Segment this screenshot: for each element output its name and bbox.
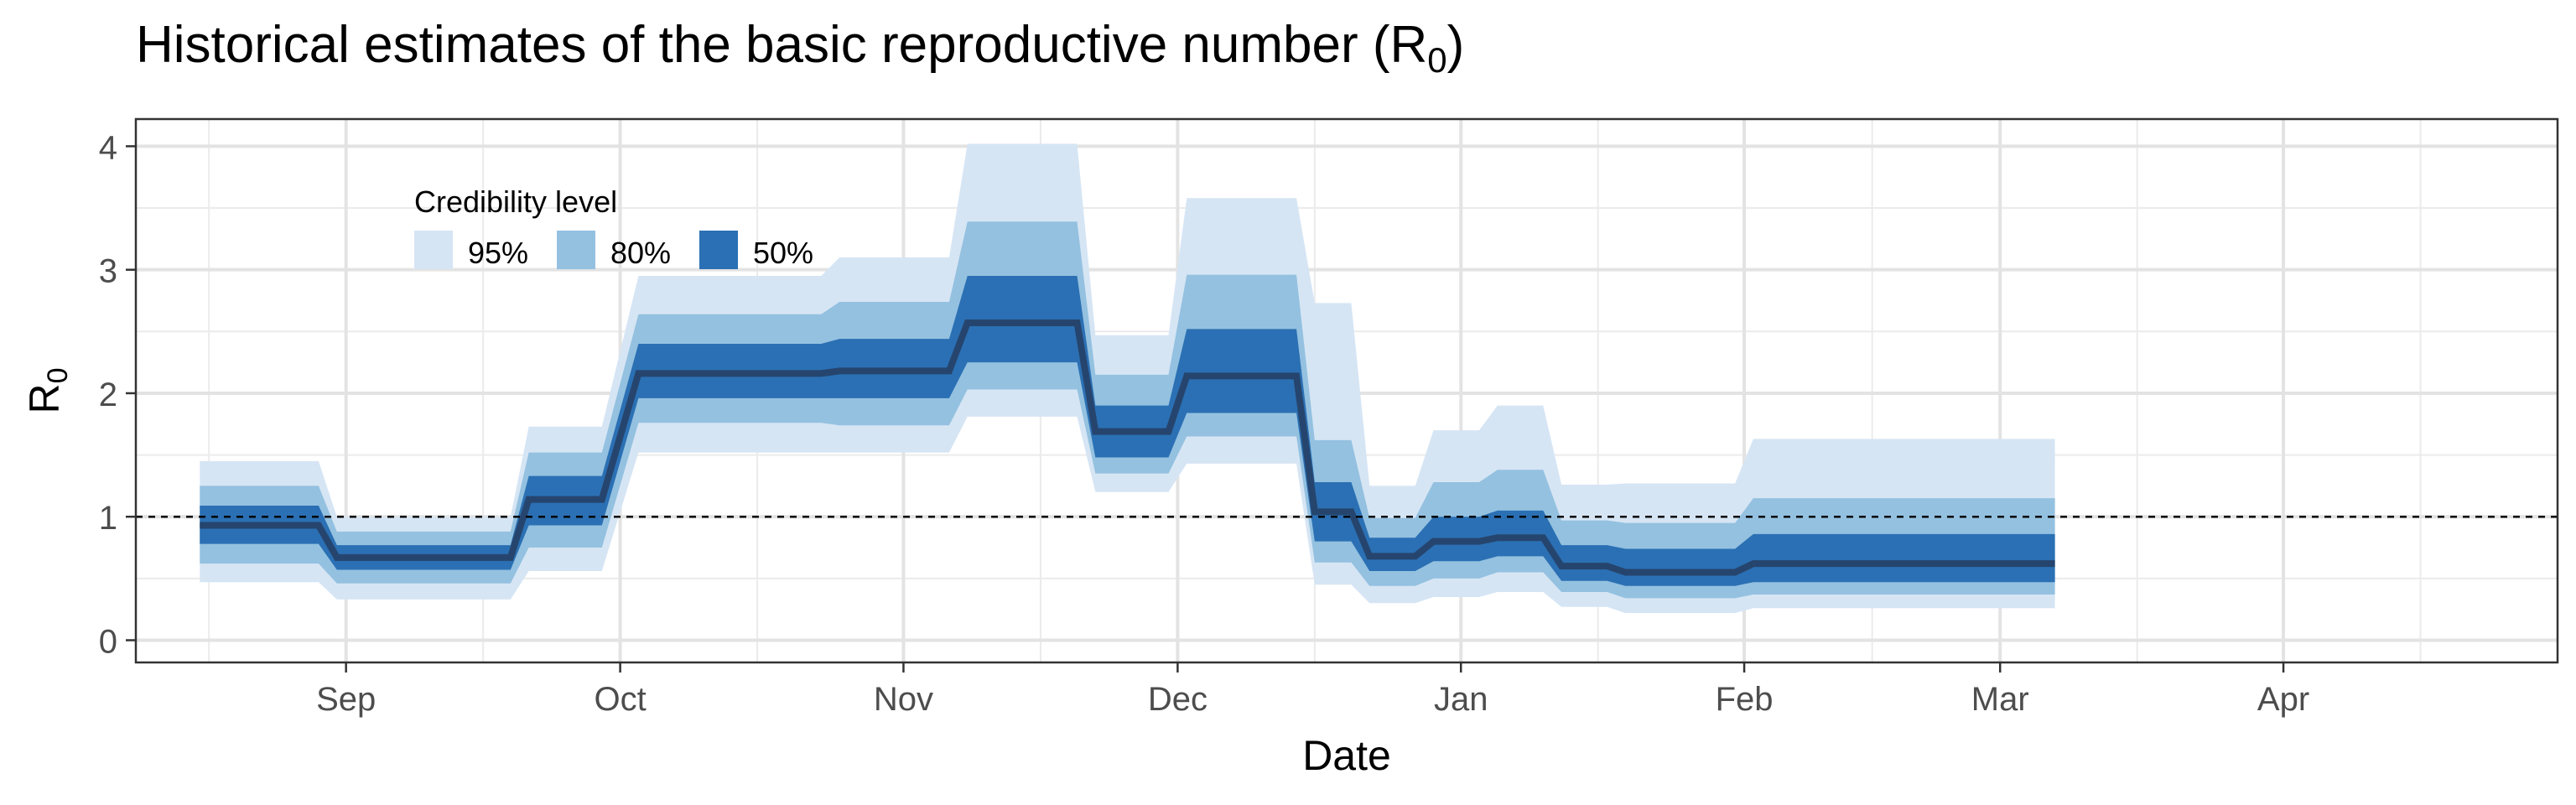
x-tick-label: Sep: [316, 681, 376, 718]
legend-swatch: [699, 231, 738, 269]
legend-title: Credibility level: [414, 184, 617, 219]
x-tick-label: Mar: [1971, 681, 2029, 718]
legend-swatch: [414, 231, 453, 269]
x-axis-label: Date: [1302, 732, 1391, 779]
y-tick-label: 4: [99, 129, 117, 166]
legend-swatch: [557, 231, 595, 269]
legend-label: 50%: [753, 236, 813, 270]
panel-border: [134, 117, 2559, 664]
x-tick-label: Apr: [2257, 681, 2309, 718]
x-axis: Sep Oct Nov Dec Jan Feb Mar Apr: [316, 662, 2309, 718]
y-tick-label: 2: [99, 377, 117, 413]
x-tick-label: Feb: [1716, 681, 1774, 718]
y-axis-label-text: R: [21, 383, 68, 413]
median-line-group: [200, 319, 2055, 576]
title-text: Historical estimates of the basic reprod…: [136, 16, 1428, 74]
y-tick-label: 1: [99, 500, 117, 537]
x-tick-label: Jan: [1434, 681, 1488, 718]
x-tick-label: Dec: [1148, 681, 1208, 718]
chart-title: Historical estimates of the basic reprod…: [136, 15, 1464, 80]
title-end: ): [1446, 16, 1465, 74]
title-subscript: 0: [1427, 40, 1447, 80]
y-axis: 0 1 2 3 4: [99, 129, 136, 660]
y-tick-label: 0: [99, 623, 117, 660]
y-axis-label: R0: [21, 367, 74, 413]
median-line: [200, 319, 2055, 576]
legend: Credibility level 95% 80% 50%: [414, 184, 813, 270]
x-tick-label: Oct: [594, 681, 646, 718]
y-tick-label: 3: [99, 253, 117, 290]
y-axis-label-subscript: 0: [42, 367, 74, 383]
legend-label: 95%: [468, 236, 528, 270]
x-tick-label: Nov: [874, 681, 933, 718]
legend-label: 80%: [610, 236, 671, 270]
